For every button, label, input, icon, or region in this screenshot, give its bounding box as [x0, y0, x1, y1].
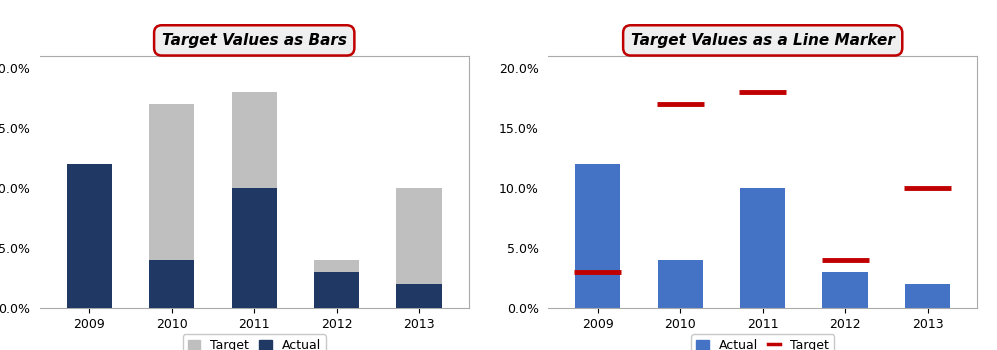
Bar — [314, 260, 359, 308]
Bar — [905, 284, 950, 308]
Bar — [231, 188, 277, 308]
Legend: Actual, Target: Actual, Target — [691, 334, 834, 350]
Bar — [823, 272, 867, 308]
Bar — [150, 260, 194, 308]
Bar — [575, 164, 620, 308]
Bar — [397, 284, 442, 308]
Legend: Target, Actual: Target, Actual — [182, 334, 326, 350]
Bar — [67, 164, 112, 308]
Bar — [658, 260, 703, 308]
Bar — [314, 272, 359, 308]
Title: Target Values as a Line Marker: Target Values as a Line Marker — [631, 33, 894, 48]
Bar — [231, 92, 277, 308]
Bar — [397, 188, 442, 308]
Bar — [150, 104, 194, 308]
Bar — [67, 272, 112, 308]
Title: Target Values as Bars: Target Values as Bars — [162, 33, 347, 48]
Bar — [740, 188, 786, 308]
